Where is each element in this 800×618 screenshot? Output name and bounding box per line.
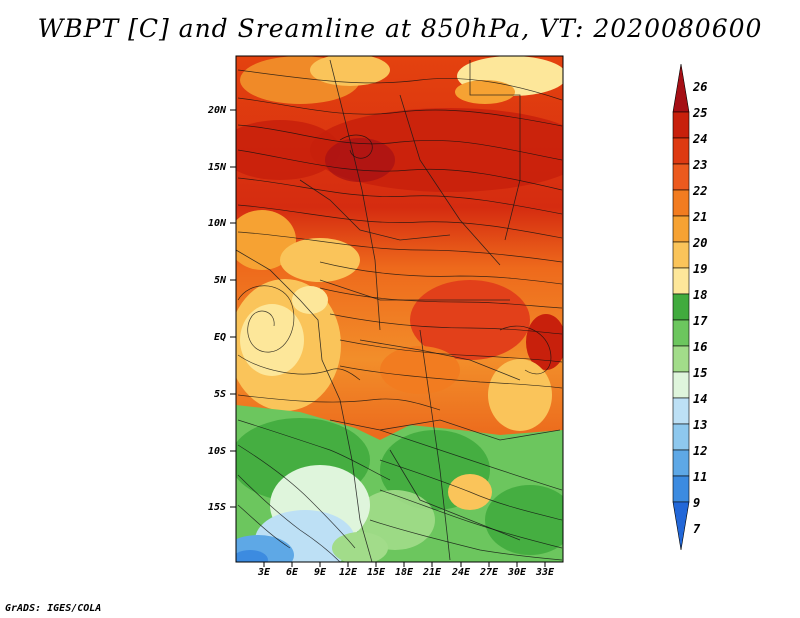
colorbar-label: 17: [693, 314, 708, 328]
lat-label: 10S: [208, 446, 227, 457]
lon-label: 24E: [451, 567, 471, 578]
colorbar-segment: [672, 397, 690, 425]
colorbar-segment: [672, 63, 690, 113]
lat-label: 15N: [208, 162, 227, 173]
colorbar-label: 21: [693, 210, 708, 224]
colorbar-segment: [672, 293, 690, 321]
colorbar-label: 15: [693, 366, 708, 380]
longitude-ticks: [263, 562, 546, 567]
colorbar-segment: [672, 449, 690, 477]
colorbar-segment: [672, 319, 690, 347]
colorbar-segment: [672, 345, 690, 373]
colorbar-segment: [672, 371, 690, 399]
colorbar-label: 23: [693, 158, 708, 172]
map-title: WBPT [C] and Sreamline at 850hPa, VT: 20…: [37, 14, 763, 43]
colorbar-label: 11: [693, 470, 708, 484]
footer-credit: GrADS: IGES/COLA: [5, 603, 102, 614]
lon-label: 12E: [338, 567, 358, 578]
lon-label: 21E: [422, 567, 442, 578]
lat-label: 5N: [214, 275, 227, 286]
colorbar-label: 18: [693, 288, 708, 302]
colorbar-label: 7: [693, 522, 701, 536]
colorbar-label: 19: [693, 262, 708, 276]
lon-label: 30E: [507, 567, 527, 578]
country-borders: [236, 59, 561, 562]
lon-label: 33E: [535, 567, 555, 578]
colorbar-label: 24: [693, 132, 708, 146]
map-frame: [235, 55, 564, 563]
colorbar-segment: [672, 501, 690, 551]
colorbar-segment: [672, 267, 690, 295]
colorbar-label: 16: [693, 340, 708, 354]
lat-label: 5S: [214, 389, 227, 400]
lat-label: 15S: [208, 502, 227, 513]
latitude-ticks: [230, 109, 236, 508]
lat-label: 20N: [208, 105, 227, 116]
lon-label: 6E: [285, 567, 299, 578]
colorbar-label: 20: [693, 236, 708, 250]
lat-label: EQ: [214, 332, 227, 343]
lon-label: 3E: [257, 567, 271, 578]
lon-label: 18E: [394, 567, 414, 578]
lon-label: 15E: [366, 567, 386, 578]
colorbar-segment: [672, 111, 690, 139]
lon-label: 9E: [313, 567, 327, 578]
colorbar-label: 12: [693, 444, 708, 458]
lon-label: 27E: [479, 567, 499, 578]
colorbar-label: 22: [693, 184, 708, 198]
colorbar-segment: [672, 137, 690, 165]
lat-label: 10N: [208, 218, 227, 229]
map-area: [236, 56, 563, 562]
temperature-field: [236, 56, 563, 562]
colorbar-segment: [672, 475, 690, 503]
colorbar-label: 9: [693, 496, 701, 510]
colorbar-segment: [672, 423, 690, 451]
colorbar-segment: [672, 241, 690, 269]
colorbar-label: 13: [693, 418, 708, 432]
colorbar-segment: [672, 163, 690, 191]
colorbar-segment: [672, 215, 690, 243]
colorbar-label: 26: [693, 80, 708, 94]
colorbar-label: 25: [693, 106, 708, 120]
colorbar-segment: [672, 189, 690, 217]
colorbar-label: 14: [693, 392, 708, 406]
streamlines: [237, 69, 563, 562]
colorbar: [672, 63, 690, 551]
